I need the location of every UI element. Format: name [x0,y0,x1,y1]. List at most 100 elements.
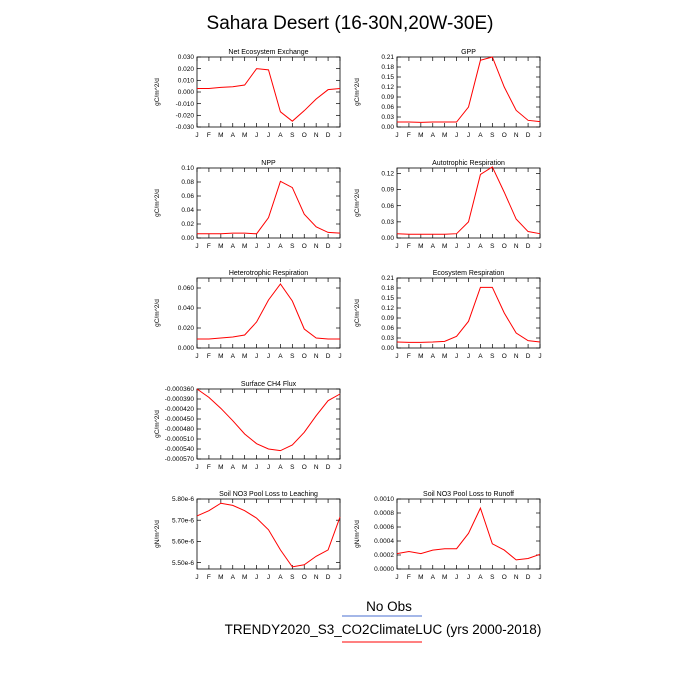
net-ecosystem-exchange-xtick-label: O [302,132,307,139]
surface-ch4-flux-xtick-label: J [338,464,341,471]
autotrophic-respiration-xtick-label: J [395,243,398,250]
heterotrophic-respiration-xtick-label: J [195,353,198,360]
surface-ch4-flux-xtick-label: S [290,464,295,471]
surface-ch4-flux-ytick-label: -0.000420 [165,406,195,413]
npp-ytick-label: 0.10 [181,165,194,172]
gpp-xtick-label: J [467,132,470,139]
soil-no3-pool-loss-to-leaching-xtick-label: J [338,574,341,581]
ecosystem-respiration-ytick-label: 0.03 [381,335,394,342]
ecosystem-respiration-ytick-label: 0.09 [381,315,394,322]
net-ecosystem-exchange-xtick-label: M [218,132,223,139]
surface-ch4-flux-ytick-label: -0.000360 [165,386,195,393]
net-ecosystem-exchange-xtick-label: S [290,132,295,139]
npp-ytick-label: 0.06 [181,193,194,200]
panel-net-ecosystem-exchange: Net Ecosystem Exchange gC/m^2/d 0.030 0.020… [154,49,342,139]
heterotrophic-respiration-xtick-label: A [231,353,236,360]
gpp-xtick-label: O [502,132,507,139]
surface-ch4-flux-series-line [196,388,341,452]
autotrophic-respiration-ytick-label: 0.00 [381,235,394,242]
npp-xtick-label: S [290,243,295,250]
panel-soil-no3-pool-loss-to-leaching: Soil NO3 Pool Loss to Leaching gN/m^2/d 5.… [154,491,342,581]
npp-xtick-label: M [242,243,247,250]
npp-xtick-label: J [267,243,270,250]
surface-ch4-flux-xtick-label: J [195,464,198,471]
autotrophic-respiration-ytick-label: 0.12 [381,171,394,178]
net-ecosystem-exchange-ytick-label: -0.010 [176,101,195,108]
autotrophic-respiration-xtick-label: N [514,243,519,250]
gpp-xtick-label: A [431,132,436,139]
ecosystem-respiration-xtick-label: A [431,353,436,360]
soil-no3-pool-loss-to-leaching-xtick-label: A [231,574,236,581]
heterotrophic-respiration-ytick-label: 0.060 [178,285,195,292]
gpp-xtick-label: M [418,132,423,139]
gpp-ytick-label: 0.18 [381,64,394,71]
soil-no3-pool-loss-to-runoff-xtick-label: A [478,574,483,581]
soil-no3-pool-loss-to-runoff-xtick-label: M [418,574,423,581]
ecosystem-respiration-xtick-label: J [538,353,541,360]
npp-ylabel: gC/m^2/d [154,189,161,217]
heterotrophic-respiration-title: Heterotrophic Respiration [229,270,308,277]
gpp-xtick-label: J [455,132,458,139]
legend-model-label: TRENDY2020_S3_CO2ClimateLUC (yrs 2000-20… [225,622,542,637]
soil-no3-pool-loss-to-leaching-ylabel: gN/m^2/d [154,520,161,548]
surface-ch4-flux-ytick-label: -0.000570 [165,456,195,463]
gpp-ytick-label: 0.15 [381,74,394,81]
autotrophic-respiration-title: Autotrophic Respiration [432,160,505,167]
net-ecosystem-exchange-xtick-label: F [207,132,211,139]
heterotrophic-respiration-xtick-label: D [326,353,331,360]
gpp-xtick-label: J [395,132,398,139]
panel-surface-ch4-flux: Surface CH4 Flux gC/m^2/d -0.000360 -0.0003… [154,381,342,471]
gpp-xtick-label: A [478,132,483,139]
npp-series-line [197,180,341,235]
net-ecosystem-exchange-ytick-label: 0.020 [178,66,195,73]
soil-no3-pool-loss-to-leaching-ytick-label: 5.50e-6 [172,560,194,567]
soil-no3-pool-loss-to-runoff-xtick-label: J [395,574,398,581]
panel-ecosystem-respiration: Ecosystem Respiration gC/m^2/d 0.21 0.18 0.1… [354,270,542,360]
gpp-ytick-label: 0.06 [381,104,394,111]
surface-ch4-flux-xtick-label: A [278,464,283,471]
soil-no3-pool-loss-to-leaching-title: Soil NO3 Pool Loss to Leaching [219,491,318,498]
ecosystem-respiration-xtick-label: M [442,353,447,360]
gpp-frame [396,56,541,128]
surface-ch4-flux-ytick-label: -0.000480 [165,426,195,433]
panel-autotrophic-respiration: Autotrophic Respiration gC/m^2/d 0.12 0.09 0… [354,160,542,250]
soil-no3-pool-loss-to-runoff-ylabel: gN/m^2/d [354,520,361,548]
panel-gpp: GPP gC/m^2/d 0.21 0.18 0.15 0.12 0.09 0.06 0.03 0… [354,49,542,139]
ecosystem-respiration-series-line [396,286,541,343]
net-ecosystem-exchange-xtick-label: J [195,132,198,139]
gpp-xtick-label: M [442,132,447,139]
soil-no3-pool-loss-to-leaching-xtick-label: N [314,574,319,581]
net-ecosystem-exchange-ytick-label: 0.000 [178,89,195,96]
net-ecosystem-exchange-xtick-label: A [231,132,236,139]
ecosystem-respiration-ytick-label: 0.18 [381,285,394,292]
soil-no3-pool-loss-to-runoff-xtick-label: N [514,574,519,581]
heterotrophic-respiration-xtick-label: S [290,353,295,360]
autotrophic-respiration-ytick-label: 0.03 [381,219,394,226]
npp-ytick-label: 0.08 [181,179,194,186]
ecosystem-respiration-xtick-label: A [478,353,483,360]
net-ecosystem-exchange-xtick-label: J [338,132,341,139]
gpp-ytick-label: 0.12 [381,84,394,91]
npp-ytick-label: 0.00 [181,235,194,242]
net-ecosystem-exchange-ylabel: gC/m^2/d [154,78,161,106]
gpp-series-line [397,56,541,123]
ecosystem-respiration-ylabel: gC/m^2/d [354,299,361,327]
heterotrophic-respiration-ytick-label: 0.000 [178,345,195,352]
npp-xtick-label: J [195,243,198,250]
surface-ch4-flux-title: Surface CH4 Flux [241,381,297,388]
soil-no3-pool-loss-to-leaching-xtick-label: D [326,574,331,581]
surface-ch4-flux-xtick-label: J [255,464,258,471]
soil-no3-pool-loss-to-leaching-xtick-label: S [290,574,295,581]
autotrophic-respiration-ytick-label: 0.06 [381,203,394,210]
ecosystem-respiration-ytick-label: 0.21 [381,275,394,282]
npp-ytick-label: 0.04 [181,207,194,214]
autotrophic-respiration-xtick-label: M [442,243,447,250]
soil-no3-pool-loss-to-runoff-xtick-label: J [467,574,470,581]
gpp-xtick-label: J [538,132,541,139]
autotrophic-respiration-series-line [396,166,541,235]
soil-no3-pool-loss-to-leaching-xtick-label: J [195,574,198,581]
npp-xtick-label: M [218,243,223,250]
net-ecosystem-exchange-xtick-label: J [255,132,258,139]
